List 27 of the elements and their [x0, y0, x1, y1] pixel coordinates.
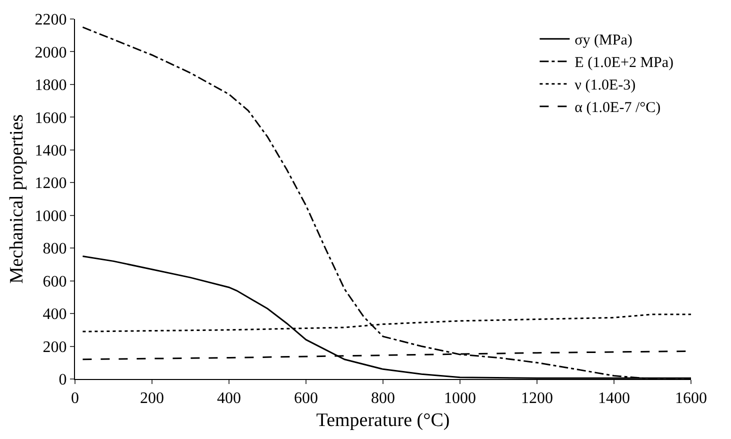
y-tick-label: 1800	[34, 77, 67, 94]
y-tick-label: 200	[42, 338, 67, 356]
x-tick-label: 1000	[444, 390, 476, 408]
y-axis-title: Mechanical properties	[6, 114, 28, 284]
y-tick-label: 1000	[34, 208, 67, 225]
x-tick-label: 600	[294, 390, 318, 408]
legend-label: σy (MPa)	[574, 32, 632, 49]
x-tick-label: 1600	[675, 390, 707, 408]
y-tick-label: 1200	[34, 175, 67, 192]
x-tick-label: 0	[71, 390, 79, 408]
x-tick-label: 400	[217, 390, 241, 408]
x-tick-label: 1200	[521, 390, 553, 408]
y-tick-label: 2000	[34, 44, 67, 62]
y-tick-label: 0	[58, 372, 67, 389]
x-tick-label: 1400	[598, 390, 630, 408]
legend-label: α (1.0E-7 /°C)	[574, 100, 661, 116]
y-tick-label: 400	[42, 306, 67, 324]
legend-label: E (1.0E+2 MPa)	[574, 55, 674, 72]
x-axis-title: Temperature (°C)	[316, 410, 450, 431]
x-tick-label: 800	[371, 390, 395, 408]
y-tick-label: 1600	[34, 110, 67, 127]
y-tick-label: 600	[42, 273, 67, 290]
legend-label: ν (1.0E-3)	[574, 78, 636, 94]
y-tick-label: 2200	[34, 12, 67, 29]
y-tick-label: 800	[42, 240, 67, 258]
y-tick-label: 1400	[34, 142, 67, 160]
x-tick-label: 200	[140, 390, 164, 408]
